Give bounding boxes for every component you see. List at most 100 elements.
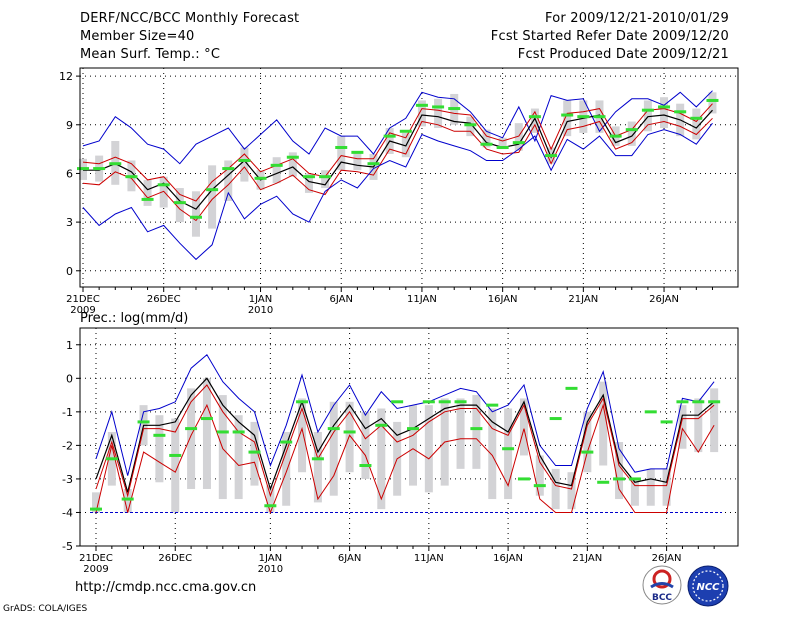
member-range-box [143, 179, 152, 206]
member-range-box [514, 123, 523, 151]
observed-mark [454, 400, 467, 404]
observed-mark [628, 477, 641, 481]
x-tick-sublabel: 2010 [248, 305, 273, 316]
observed-mark [533, 484, 546, 488]
observed-mark [109, 162, 122, 166]
observed-mark [674, 110, 687, 114]
member-range-box [202, 378, 211, 489]
observed-mark [232, 430, 245, 434]
figure-title: DERF/NCC/BCC Monthly Forecast [80, 11, 300, 26]
member-range-box [313, 431, 322, 503]
observed-mark [238, 158, 251, 162]
x-tick-label: 26DEC [158, 553, 192, 564]
member-range-box [159, 176, 168, 208]
y-tick-label: 3 [66, 216, 73, 229]
observed-mark [343, 430, 356, 434]
member-range-box [337, 136, 346, 171]
footer-url[interactable]: http://cmdp.ncc.cma.gov.cn [75, 580, 257, 595]
member-range-box [567, 472, 576, 510]
member-size-label: Member Size=40 [80, 29, 195, 44]
x-tick-sublabel: 2010 [258, 564, 283, 575]
member-range-box [488, 408, 497, 500]
member-range-box [218, 395, 227, 500]
x-tick-label: 6JAN [330, 294, 353, 305]
observed-mark [422, 400, 435, 404]
member-range-box [298, 398, 307, 473]
observed-mark [480, 142, 493, 146]
observed-mark [486, 403, 499, 407]
observed-mark [676, 400, 689, 404]
member-range-box [694, 398, 703, 453]
member-range-box [353, 152, 362, 171]
precipitation-title: Prec.: log(mm/d) [80, 311, 188, 326]
y-tick-label: 12 [59, 70, 73, 83]
observed-mark [141, 197, 154, 201]
member-range-box [266, 485, 275, 513]
member-range-box [599, 381, 608, 466]
observed-mark [528, 115, 541, 119]
x-tick-label: 1JAN [249, 294, 272, 305]
y-tick-label: 1 [66, 339, 73, 352]
x-tick-label: 16JAN [493, 553, 523, 564]
observed-mark [692, 400, 705, 404]
member-range-box [692, 108, 701, 140]
observed-mark [470, 427, 483, 431]
x-tick-sublabel: 2009 [70, 305, 95, 316]
member-range-box [240, 147, 249, 182]
member-range-box [583, 411, 592, 473]
y-tick-label: -3 [62, 473, 73, 486]
member-range-box [329, 401, 338, 496]
x-tick-label: 16JAN [488, 294, 518, 305]
observed-mark [644, 410, 657, 414]
member-range-box [660, 97, 669, 129]
member-range-box [519, 398, 528, 456]
y-tick-label: -2 [62, 439, 73, 452]
member-range-box [92, 492, 100, 513]
member-range-box [563, 100, 572, 137]
observed-mark [248, 450, 261, 454]
observed-mark [189, 215, 202, 219]
member-range-box [482, 129, 491, 148]
observed-mark [399, 129, 412, 133]
observed-mark [280, 440, 293, 444]
x-tick-label: 11JAN [407, 294, 437, 305]
observed-mark [93, 167, 106, 171]
member-range-box [155, 415, 164, 483]
ensemble-min-line [82, 122, 713, 261]
member-range-box [643, 100, 652, 132]
x-tick-label: 26JAN [652, 553, 682, 564]
member-range-box [551, 468, 560, 510]
member-range-box [171, 418, 180, 513]
member-range-box [472, 395, 481, 469]
member-range-box [191, 191, 200, 237]
observed-mark [125, 175, 138, 179]
observed-mark [706, 98, 719, 102]
observed-mark [545, 154, 558, 158]
y-tick-label: -4 [62, 506, 73, 519]
member-range-box [456, 398, 465, 469]
member-range-box [615, 442, 624, 500]
observed-mark [407, 427, 419, 431]
member-range-box [678, 405, 687, 449]
observed-mark [302, 175, 315, 179]
member-range-box [498, 137, 507, 150]
observed-mark [286, 155, 299, 159]
observed-mark [254, 176, 267, 180]
member-range-box [250, 421, 259, 486]
y-tick-label: 9 [66, 119, 73, 132]
x-tick-label: 11JAN [414, 553, 444, 564]
forecast-started-label: Fcst Started Refer Date 2009/12/20 [490, 29, 729, 44]
observed-mark [660, 420, 673, 424]
plot-frame [79, 67, 739, 288]
member-range-box [175, 188, 184, 223]
observed-mark [311, 457, 324, 461]
member-range-box [272, 157, 281, 184]
observed-mark [593, 115, 606, 119]
observed-mark [121, 497, 134, 501]
x-tick-label: 6JAN [338, 553, 361, 564]
observed-mark [708, 400, 721, 404]
member-range-box [434, 98, 443, 129]
x-tick-label: 26DEC [147, 294, 181, 305]
